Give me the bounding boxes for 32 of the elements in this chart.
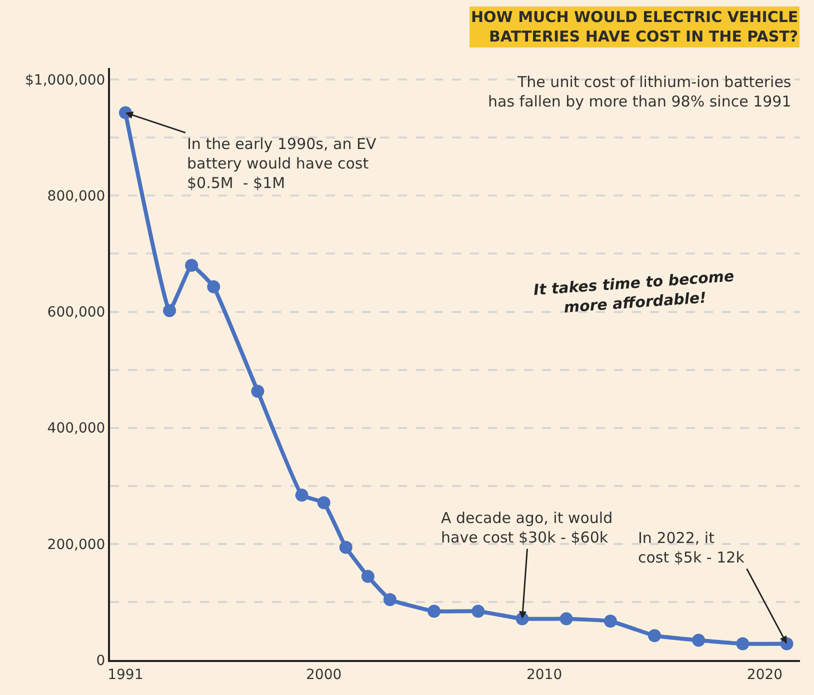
point — [604, 614, 617, 628]
y-tick-label: 800,000 — [47, 188, 106, 205]
x-tick-label: 2010 — [526, 666, 562, 683]
x-tick-label: 2000 — [306, 666, 342, 683]
point — [736, 637, 750, 650]
chart-title: HOW MUCH WOULD ELECTRIC VEHICLE BATTERIES HAVE COST IN THE PAST? — [471, 8, 798, 46]
point — [339, 540, 352, 554]
point — [560, 612, 573, 626]
y-tick-label: 200,000 — [47, 536, 106, 553]
point — [361, 570, 374, 583]
point — [317, 496, 330, 510]
x-tick-label: 1991 — [108, 666, 144, 683]
annotation: In 2022, it cost $5k - 12k — [638, 529, 745, 566]
point — [428, 604, 441, 618]
text: The unit cost of lithium-ion batteries has fallen by more than 98% since 1991 — [488, 73, 792, 110]
y-tick-label: $1,000,000 — [25, 72, 106, 89]
point — [207, 280, 220, 294]
y-tick-label: 400,000 — [47, 420, 106, 437]
point — [383, 593, 396, 606]
point — [472, 604, 485, 618]
y-tick-label: 600,000 — [47, 304, 106, 321]
annotation: A decade ago, it would have cost $30k - $60k — [441, 509, 613, 546]
point — [295, 488, 308, 502]
x-tick-label: 2020 — [746, 666, 783, 683]
y-tick-label: 0 — [96, 652, 106, 669]
annotation: In the early 1990s, an EV battery would have cost $0.5M - $1M — [187, 135, 377, 192]
point — [648, 629, 661, 642]
annotation: It takes time to become more affordable! — [532, 267, 735, 316]
point — [185, 258, 198, 272]
point — [251, 384, 264, 398]
point — [163, 304, 176, 318]
point — [692, 634, 706, 647]
